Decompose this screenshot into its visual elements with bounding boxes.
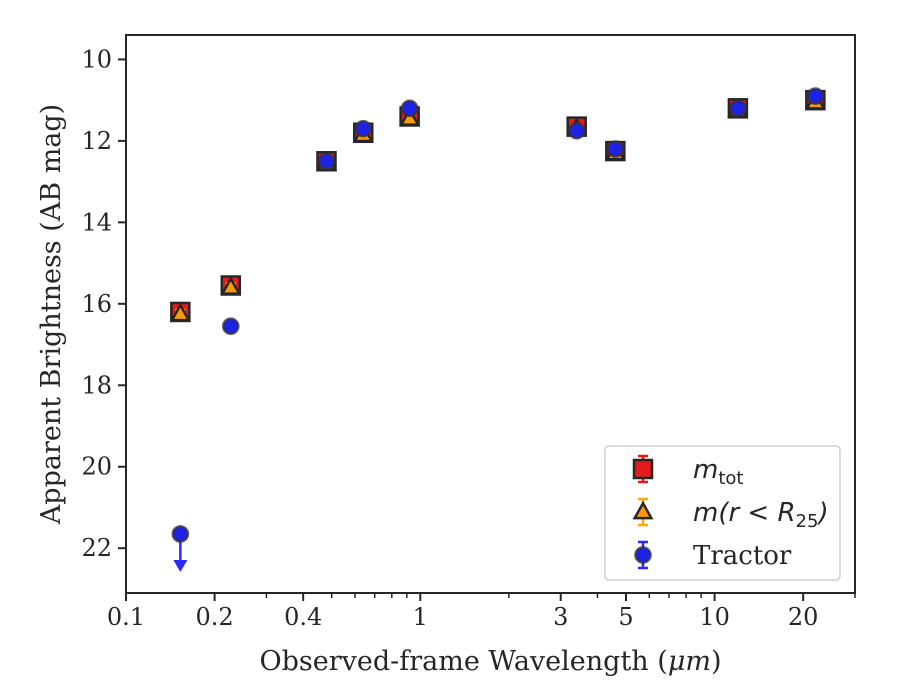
data-point xyxy=(567,121,586,140)
data-point xyxy=(399,107,421,126)
marker xyxy=(169,302,191,322)
legend-label: Tractor xyxy=(693,541,792,571)
data-point xyxy=(317,152,336,171)
x-tick-label: 0.1 xyxy=(107,603,145,631)
marker xyxy=(317,152,336,171)
x-tick-label: 3 xyxy=(553,603,568,631)
x-axis: 0.1 0.2 0.4 1 3 5 10 20 xyxy=(107,593,856,631)
marker xyxy=(399,107,421,126)
series-0 xyxy=(170,89,826,323)
data-point xyxy=(606,140,625,158)
legend-entry: m(r < R25) xyxy=(632,497,829,532)
marker xyxy=(220,276,242,295)
series-1 xyxy=(169,90,826,322)
y-tick-label: 12 xyxy=(81,127,112,155)
data-point xyxy=(400,99,419,118)
plot-frame xyxy=(125,34,856,594)
data-marks xyxy=(169,87,826,572)
y-tick-label: 20 xyxy=(81,453,112,481)
data-point xyxy=(220,276,242,295)
x-tick-label: 1 xyxy=(413,603,428,631)
y-tick-label: 16 xyxy=(81,290,112,318)
legend: mtot m(r < R25) Tractor xyxy=(604,445,841,581)
x-tick-label: 10 xyxy=(699,603,730,631)
marker xyxy=(221,317,240,336)
legend-marker xyxy=(634,546,652,564)
data-point xyxy=(806,87,825,105)
marker xyxy=(354,119,373,138)
legend-label: m(r < R25) xyxy=(693,498,829,532)
marker xyxy=(606,140,625,158)
marker xyxy=(400,99,419,118)
data-point xyxy=(171,525,190,572)
x-tick-label: 5 xyxy=(618,603,633,631)
y-axis: 10 12 14 16 18 20 22 xyxy=(81,45,126,562)
marker xyxy=(806,87,825,105)
legend-box xyxy=(604,445,841,581)
data-point xyxy=(354,119,373,138)
y-tick-label: 14 xyxy=(81,208,112,236)
y-tick-label: 22 xyxy=(81,534,112,562)
legend-marker xyxy=(632,500,654,520)
y-axis-label: Apparent Brightness (AB mag) xyxy=(36,104,67,525)
data-point xyxy=(221,317,240,336)
legend-label: mtot xyxy=(693,455,743,489)
y-tick-label: 10 xyxy=(81,45,112,73)
y-tick-label: 18 xyxy=(81,371,112,399)
series-2 xyxy=(171,87,825,572)
marker xyxy=(171,525,190,543)
x-tick-label: 0.2 xyxy=(196,603,234,631)
x-tick-label: 0.4 xyxy=(284,603,322,631)
legend-entry: Tractor xyxy=(634,540,792,571)
data-point xyxy=(169,302,191,322)
marker xyxy=(729,99,747,118)
marker xyxy=(567,121,586,140)
x-axis-label: Observed-frame Wavelength (μm) xyxy=(259,646,721,677)
legend-entry: mtot xyxy=(632,454,743,489)
upper-limit-arrow xyxy=(173,559,188,572)
data-point xyxy=(729,99,747,118)
x-tick-label: 20 xyxy=(788,603,819,631)
legend-marker xyxy=(632,458,654,480)
